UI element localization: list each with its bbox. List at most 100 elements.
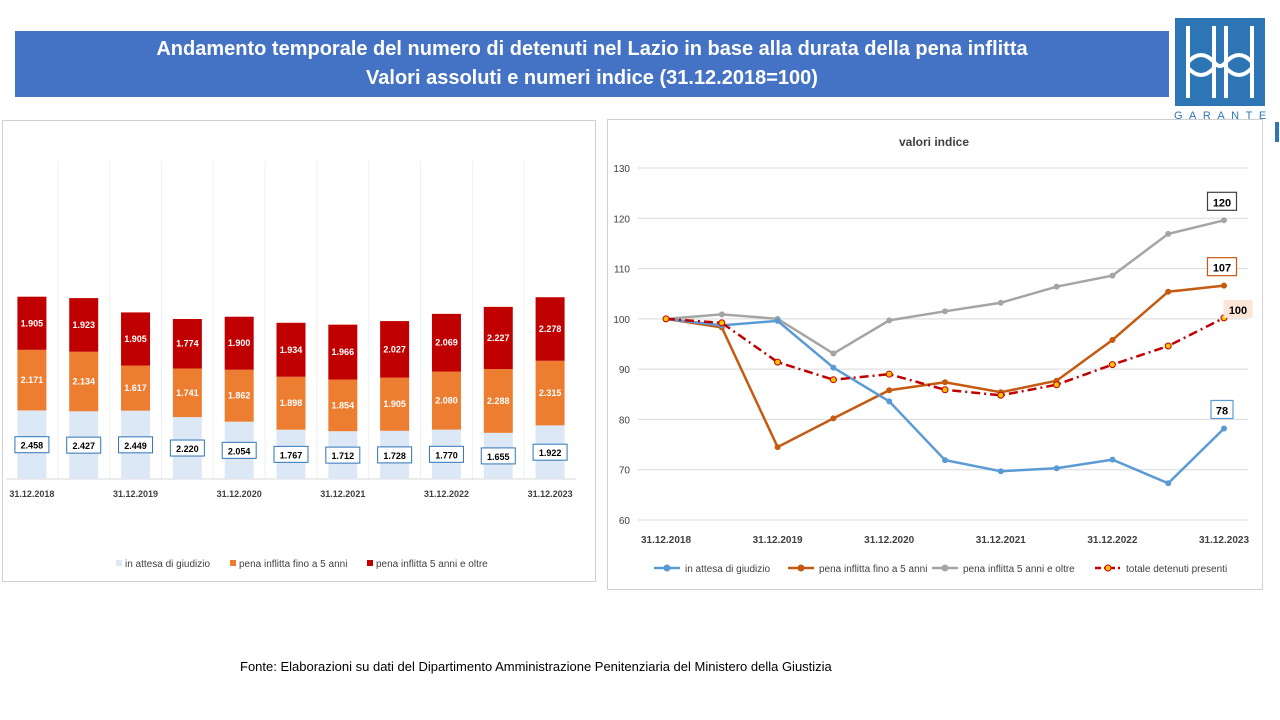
series-point: [942, 457, 948, 464]
bar-segment: [431, 313, 461, 372]
legend-label: totale detenuti presenti: [1126, 564, 1227, 575]
series-point: [1221, 282, 1227, 289]
series-point: [718, 311, 725, 318]
x-tick-label: 31.12.2020: [217, 489, 262, 499]
series-point: [1165, 480, 1172, 487]
data-label: 1.655: [487, 452, 510, 462]
data-label: 2.278: [539, 324, 562, 334]
legend-label: pena inflitta 5 anni e oltre: [376, 559, 488, 570]
bar-segment: [328, 379, 358, 432]
series-point: [1108, 361, 1116, 369]
bar-segment: [483, 368, 513, 433]
series-point: [886, 398, 893, 405]
series-point: [997, 468, 1004, 475]
legend-label: pena inflitta 5 anni e oltre: [963, 564, 1075, 575]
series-point: [1053, 381, 1061, 389]
series-point: [942, 308, 948, 315]
bar-segment: [535, 297, 565, 361]
data-label: 1.905: [383, 399, 406, 409]
title-line-2: Valori assoluti e numeri indice (31.12.2…: [366, 67, 818, 89]
bar-segment: [276, 322, 306, 377]
data-label: 1.712: [332, 451, 355, 461]
index-line-chart: valori indice 60 70 80 90 100 110 120 130 31.12.2…: [613, 135, 1253, 575]
y-tick-label: 90: [619, 365, 631, 376]
end-label: 78: [1216, 405, 1228, 417]
data-label: 1.923: [72, 320, 95, 330]
data-label: 1.922: [539, 448, 562, 458]
data-label: 1.728: [383, 451, 406, 461]
legend-label: in attesa di giudizio: [685, 564, 770, 575]
legend-marker: [797, 564, 805, 572]
series-point: [886, 387, 893, 394]
chart-title: valori indice: [899, 135, 969, 149]
title-banner: Andamento temporale del numero di detenu…: [15, 31, 1169, 97]
series-point: [830, 350, 837, 357]
series-point: [997, 391, 1005, 399]
bar-segment: [328, 324, 358, 380]
series-line: [665, 316, 1225, 397]
title-line-1: Andamento temporale del numero di detenu…: [156, 38, 1028, 60]
series-point: [774, 317, 781, 324]
bar-segment: [276, 376, 306, 430]
series-point: [1165, 230, 1172, 237]
bar-chart-panel: 2.458 2.171 1.905 31.12.2018 2.427 2.134 1.923…: [2, 120, 596, 582]
data-label: 1.900: [228, 338, 251, 348]
x-tick-label: 31.12.2022: [1087, 535, 1137, 546]
end-label: 120: [1213, 197, 1231, 209]
data-label: 2.220: [176, 444, 199, 454]
series-point: [941, 386, 949, 394]
data-label: 1.934: [280, 345, 303, 355]
end-label-box: [1206, 191, 1238, 211]
bar-segment: [172, 368, 202, 418]
data-label-box: [14, 436, 50, 454]
data-label: 1.774: [176, 339, 199, 349]
data-label: 2.315: [539, 388, 562, 398]
data-label: 1.966: [332, 347, 355, 357]
series-point: [1053, 465, 1060, 472]
series-point: [886, 317, 893, 324]
legend-label: in attesa di giudizio: [125, 559, 210, 570]
data-label: 2.227: [487, 333, 510, 343]
legend-marker: [1104, 564, 1112, 572]
x-tick-label: 31.12.2018: [9, 489, 54, 499]
data-label: 2.027: [383, 344, 406, 354]
x-tick-label: 31.12.2018: [641, 535, 691, 546]
x-tick-label: 31.12.2021: [976, 535, 1026, 546]
bar-segment: [380, 321, 410, 378]
data-label: 1.741: [176, 388, 199, 398]
y-tick-label: 70: [619, 466, 631, 477]
legend-swatch: [116, 560, 122, 566]
bar-segment: [121, 365, 151, 411]
legend-swatch: [367, 560, 373, 566]
legend-swatch: [230, 560, 236, 566]
data-label-box: [480, 447, 516, 465]
data-label-box: [118, 436, 154, 454]
series-point: [1053, 283, 1060, 290]
series-point: [774, 358, 782, 366]
legend-label: pena inflitta fino a 5 anni: [239, 559, 347, 570]
data-label-box: [169, 439, 205, 457]
data-label: 1.617: [124, 383, 147, 393]
x-tick-label: 31.12.2019: [113, 489, 158, 499]
bar-segment: [172, 318, 202, 369]
data-label: 2.134: [72, 377, 95, 387]
end-label: 107: [1213, 263, 1231, 275]
series-point: [718, 319, 726, 327]
series-point: [830, 364, 837, 371]
bar-segment: [224, 369, 254, 422]
line-chart-panel: valori indice 60 70 80 90 100 110 120 130 31.12.2…: [607, 119, 1263, 590]
bar-segment: [380, 377, 410, 431]
x-tick-label: 31.12.2023: [1199, 535, 1249, 546]
data-label: 2.288: [487, 396, 510, 406]
data-label-box: [66, 436, 102, 454]
bar-segment: [224, 316, 254, 370]
series-point: [1221, 425, 1227, 432]
x-tick-label: 31.12.2020: [864, 535, 914, 546]
end-label-box: [1210, 399, 1234, 420]
data-label: 2.449: [124, 441, 147, 451]
x-tick-label: 31.12.2023: [528, 489, 573, 499]
data-label: 2.080: [435, 396, 458, 406]
x-tick-label: 31.12.2022: [424, 489, 469, 499]
bar-segment: [69, 298, 99, 352]
series-point: [830, 415, 837, 422]
